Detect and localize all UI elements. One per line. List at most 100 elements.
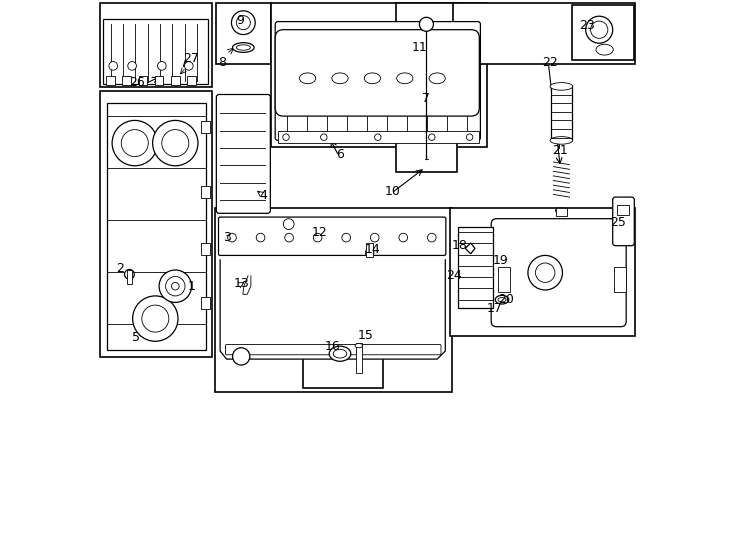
Circle shape [121,130,148,157]
Ellipse shape [330,346,351,361]
Bar [366,243,373,256]
Text: 26: 26 [130,76,145,89]
Bar [216,3,271,64]
Text: 24: 24 [446,269,462,282]
Bar [458,227,493,308]
Text: 15: 15 [358,329,374,342]
Circle shape [233,348,250,365]
Text: 18: 18 [452,239,468,252]
Circle shape [256,233,265,242]
Circle shape [231,11,255,35]
Bar [100,3,212,87]
Bar [614,267,626,292]
Bar [200,297,211,309]
Circle shape [586,16,613,43]
Circle shape [283,134,289,140]
Circle shape [427,233,436,242]
Circle shape [153,120,198,166]
Circle shape [112,120,158,166]
Text: 3: 3 [222,231,230,244]
Bar [356,343,362,373]
Circle shape [466,134,473,140]
Bar [200,186,211,198]
Text: 12: 12 [312,226,328,239]
Text: 22: 22 [542,56,557,69]
Ellipse shape [233,43,254,52]
FancyBboxPatch shape [219,217,446,255]
Circle shape [161,130,189,157]
Circle shape [342,233,351,242]
Text: 14: 14 [365,243,380,256]
Bar [103,19,208,84]
Circle shape [184,62,193,70]
Text: 27: 27 [184,52,200,65]
Bar [272,3,487,147]
Circle shape [142,305,169,332]
Circle shape [159,270,192,302]
Circle shape [236,16,250,30]
Text: 9: 9 [236,14,244,27]
Text: 21: 21 [552,144,567,157]
Bar [556,208,567,216]
Circle shape [109,62,117,70]
Circle shape [591,21,608,38]
Ellipse shape [396,73,413,84]
Text: 6: 6 [336,148,344,161]
FancyBboxPatch shape [225,345,441,355]
FancyBboxPatch shape [217,94,270,213]
FancyBboxPatch shape [275,22,480,140]
Circle shape [419,17,433,31]
FancyBboxPatch shape [613,197,634,246]
Ellipse shape [495,295,509,304]
Bar [215,208,452,392]
Circle shape [313,233,322,242]
Bar [498,267,509,292]
Text: 2: 2 [116,262,123,275]
Circle shape [283,219,294,230]
PathPatch shape [220,259,446,359]
Ellipse shape [355,343,363,348]
Text: 13: 13 [234,277,250,290]
Ellipse shape [550,83,573,90]
Circle shape [429,134,435,140]
Text: 1: 1 [188,280,195,293]
Circle shape [166,276,185,296]
Bar [100,91,212,357]
Circle shape [371,233,379,242]
Bar [155,76,164,85]
Circle shape [374,134,381,140]
Ellipse shape [550,137,573,144]
Circle shape [399,233,407,242]
Circle shape [321,134,327,140]
Bar [187,76,196,85]
Text: 7: 7 [422,92,430,105]
PathPatch shape [465,243,475,254]
Circle shape [133,296,178,341]
Circle shape [528,255,562,290]
FancyBboxPatch shape [491,219,626,327]
Circle shape [128,62,137,70]
Bar [171,76,180,85]
Ellipse shape [596,44,613,55]
Bar [200,243,211,255]
Ellipse shape [429,73,446,84]
Bar [396,3,457,172]
Bar [617,205,629,215]
Ellipse shape [364,73,380,84]
Bar [454,3,636,64]
Bar [200,122,211,133]
Circle shape [158,62,166,70]
Bar [106,76,115,85]
Text: 19: 19 [493,254,509,267]
Text: 8: 8 [218,56,226,69]
Circle shape [366,248,374,257]
Bar [139,76,148,85]
Text: 5: 5 [132,331,140,344]
Text: 11: 11 [412,41,428,54]
Bar [573,5,634,60]
Circle shape [125,269,134,279]
Text: 4: 4 [259,189,267,202]
Ellipse shape [332,73,348,84]
Text: 10: 10 [385,185,400,198]
Bar [127,270,132,284]
